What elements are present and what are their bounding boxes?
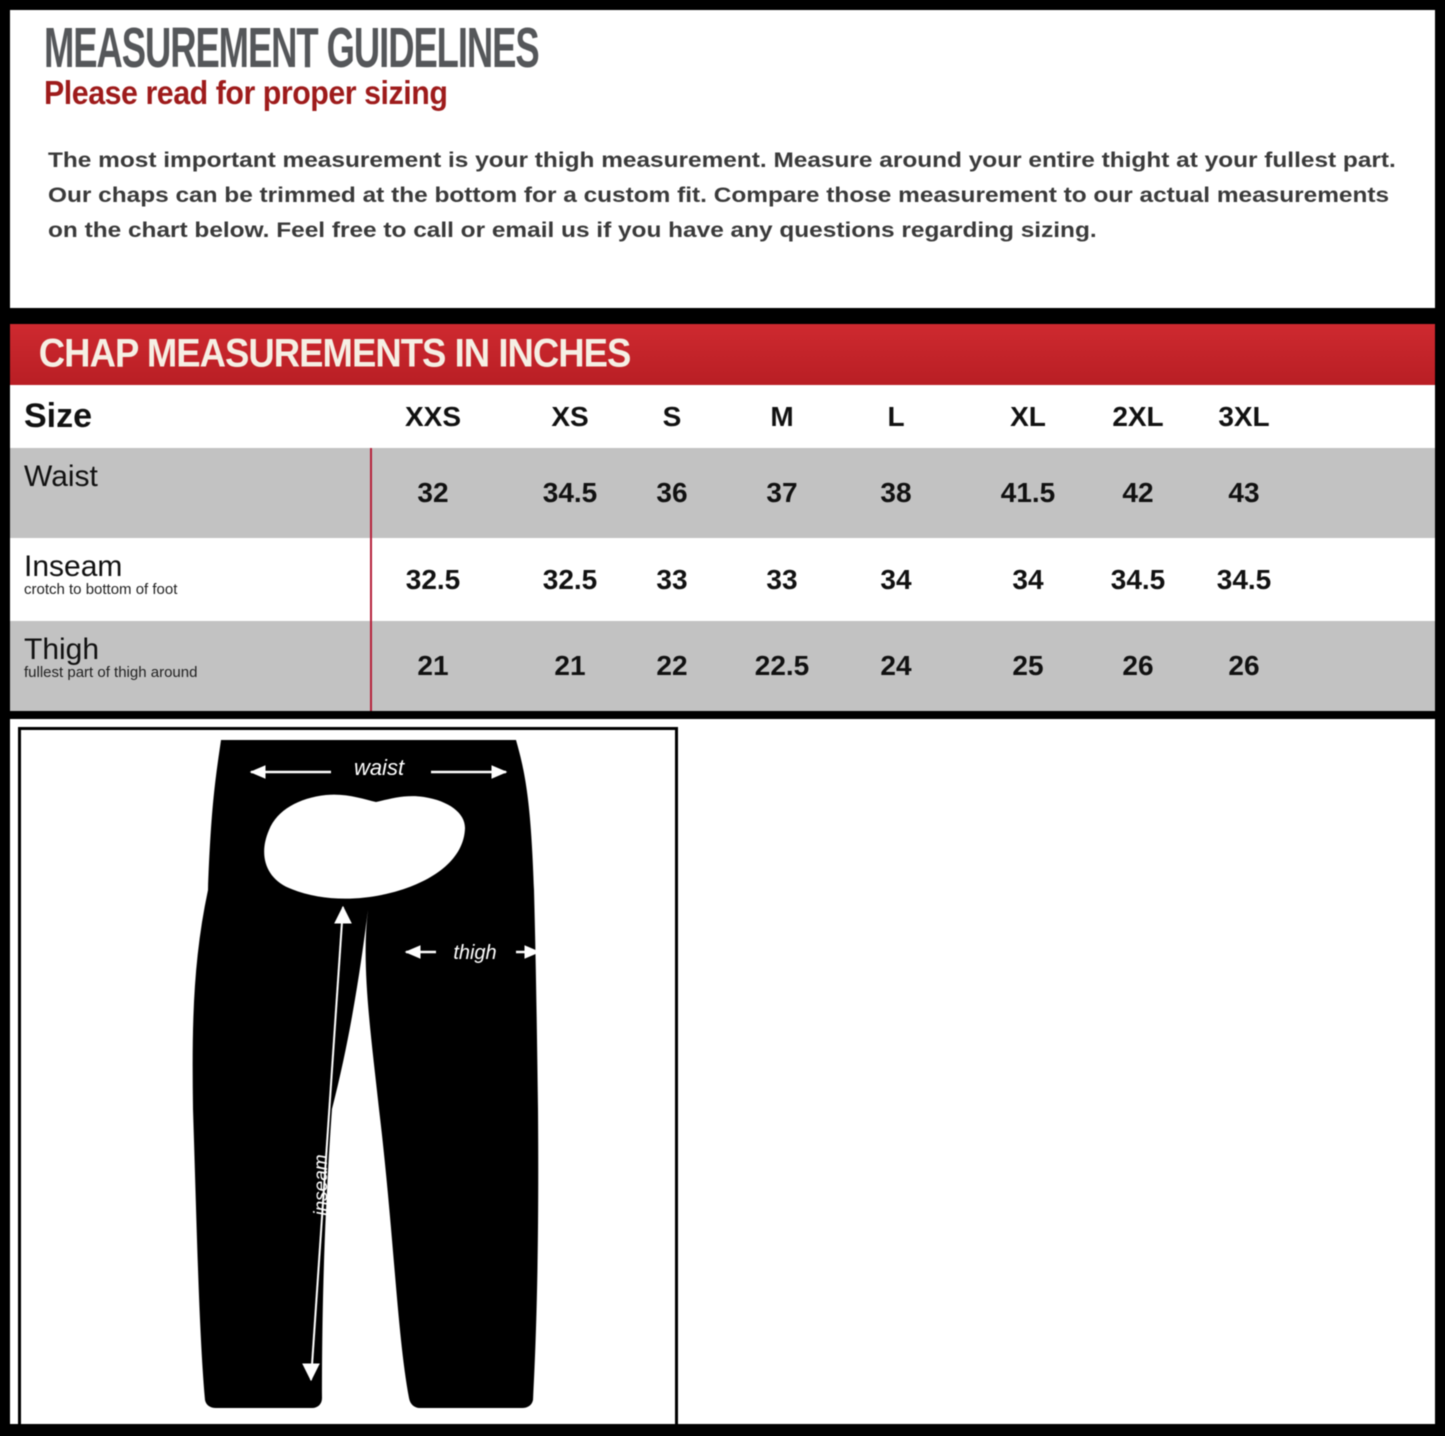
svg-text:waist: waist	[354, 755, 405, 780]
svg-text:inseam: inseam	[311, 1154, 332, 1215]
svg-text:thigh: thigh	[453, 942, 496, 964]
